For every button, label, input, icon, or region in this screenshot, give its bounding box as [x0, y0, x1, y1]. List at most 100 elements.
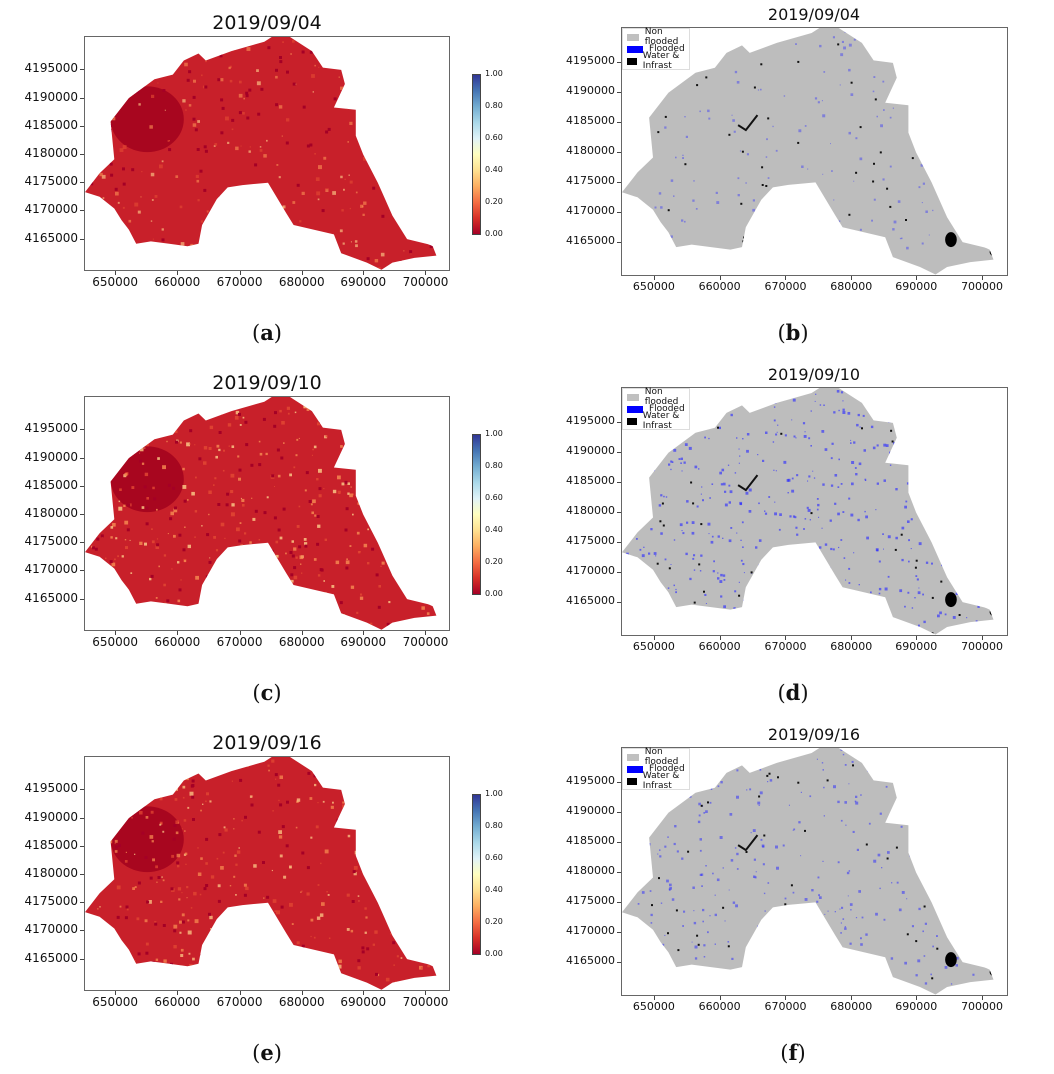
y-tick-mark [80, 845, 84, 847]
classification-map [622, 748, 994, 995]
x-tick-mark [982, 636, 984, 640]
y-tick-label: 4170000 [566, 203, 615, 217]
y-tick-label: 4180000 [24, 145, 78, 160]
y-tick-mark [617, 92, 621, 94]
x-tick-mark [719, 996, 721, 1000]
lagoon [355, 818, 437, 967]
legend-item: Non flooded [627, 27, 685, 47]
classification-map [622, 28, 994, 275]
y-tick-mark [617, 181, 621, 183]
x-tick-mark [851, 636, 853, 640]
x-tick-label: 670000 [764, 280, 807, 293]
x-tick-label: 680000 [278, 995, 325, 1009]
caption-letter: c [260, 680, 274, 705]
y-tick-mark [617, 452, 621, 454]
y-tick-mark [80, 902, 84, 904]
x-tick-mark [363, 271, 365, 275]
colorbar-tick-label: 0.00 [485, 589, 503, 598]
map-axes [621, 747, 1008, 996]
colorbar [472, 434, 481, 595]
y-tick-label: 4185000 [24, 837, 78, 852]
y-tick-mark [617, 211, 621, 213]
y-tick-mark [80, 789, 84, 791]
y-tick-label: 4175000 [24, 174, 78, 189]
y-tick-mark [80, 542, 84, 544]
colorbar-tick-label: 0.00 [485, 949, 503, 958]
y-tick-label: 4190000 [566, 444, 615, 458]
x-tick-mark [982, 996, 984, 1000]
y-tick-mark [80, 930, 84, 932]
legend-item: Water & Infrast [627, 771, 685, 791]
legend-label: Non flooded [644, 387, 679, 407]
x-tick-label: 700000 [402, 635, 449, 649]
x-tick-mark [115, 631, 117, 635]
lagoon [908, 92, 994, 250]
panel-title: 2019/09/16 [212, 732, 322, 754]
colorbar-tick-label: 0.60 [485, 493, 503, 502]
x-tick-mark [916, 996, 918, 1000]
x-tick-mark [177, 991, 179, 995]
x-tick-mark [239, 271, 241, 275]
legend-item: Non flooded [627, 387, 685, 407]
y-tick-mark [80, 238, 84, 240]
y-tick-label: 4180000 [566, 143, 615, 157]
y-tick-label: 4185000 [566, 474, 615, 488]
y-tick-label: 4175000 [566, 893, 615, 907]
legend-label: Water & Infrast [642, 771, 680, 791]
x-tick-label: 670000 [216, 635, 263, 649]
colorbar-tick-label: 0.20 [485, 557, 503, 566]
caption-letter: a [260, 320, 274, 345]
x-tick-label: 700000 [961, 640, 1004, 653]
x-tick-mark [301, 631, 303, 635]
x-tick-label: 650000 [92, 275, 139, 289]
y-tick-label: 4195000 [24, 61, 78, 76]
colorbar-tick-label: 0.60 [485, 133, 503, 142]
y-tick-label: 4175000 [24, 894, 78, 909]
probability-map [85, 37, 437, 270]
y-tick-mark [617, 122, 621, 124]
map-axes [84, 756, 450, 991]
colorbar [472, 74, 481, 235]
x-tick-label: 690000 [895, 640, 938, 653]
panel-caption: (d) [777, 680, 809, 705]
legend: Non flooded Flooded Water & Infrast [622, 387, 690, 431]
y-tick-label: 4175000 [566, 173, 615, 187]
x-tick-label: 690000 [895, 280, 938, 293]
y-tick-label: 4170000 [24, 562, 78, 577]
x-tick-mark [425, 631, 427, 635]
y-tick-mark [617, 541, 621, 543]
x-tick-label: 680000 [278, 275, 325, 289]
panel-title: 2019/09/04 [212, 12, 322, 34]
panel-caption: (c) [252, 680, 282, 705]
colorbar-tick-label: 0.20 [485, 917, 503, 926]
legend-swatch [627, 765, 643, 773]
legend-item: Water & Infrast [627, 411, 685, 431]
y-tick-mark [617, 782, 621, 784]
x-tick-mark [363, 991, 365, 995]
colorbar-tick-label: 0.80 [485, 461, 503, 470]
x-tick-label: 700000 [402, 275, 449, 289]
legend-label: Water & Infrast [642, 51, 680, 71]
panel-title: 2019/09/16 [767, 725, 861, 744]
panel-title: 2019/09/10 [767, 365, 861, 384]
map-axes [84, 396, 450, 631]
y-tick-label: 4180000 [566, 503, 615, 517]
y-tick-label: 4165000 [24, 950, 78, 965]
x-tick-label: 650000 [632, 640, 675, 653]
panel-title: 2019/09/04 [767, 5, 861, 24]
y-tick-label: 4190000 [566, 804, 615, 818]
legend-label: Water & Infrast [642, 411, 680, 431]
y-tick-mark [617, 931, 621, 933]
legend-item: Flooded [627, 763, 685, 775]
y-tick-label: 4180000 [24, 865, 78, 880]
x-tick-mark [177, 631, 179, 635]
y-tick-label: 4185000 [566, 834, 615, 848]
y-tick-label: 4165000 [24, 590, 78, 605]
x-tick-mark [115, 271, 117, 275]
lagoon [355, 458, 437, 607]
caption-letter: f [788, 1040, 798, 1065]
y-tick-mark [80, 153, 84, 155]
y-tick-label: 4190000 [24, 89, 78, 104]
legend-label: Non flooded [644, 27, 679, 47]
x-tick-mark [425, 991, 427, 995]
